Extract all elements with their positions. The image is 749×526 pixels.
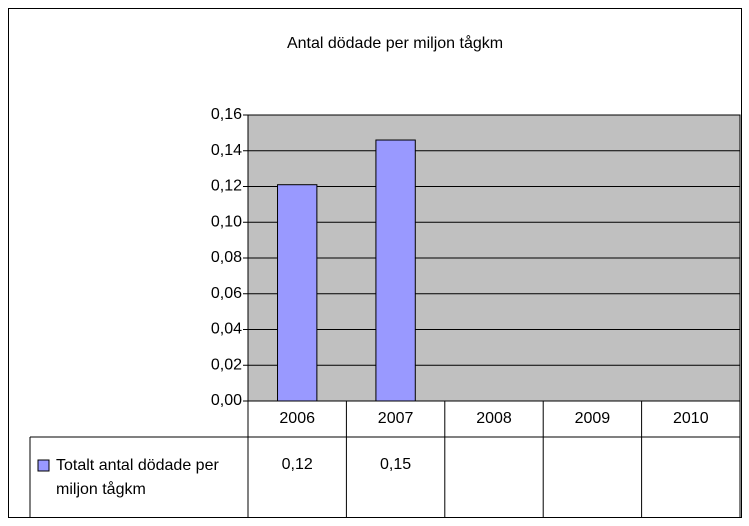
- legend-swatch: [37, 459, 50, 472]
- data-table-value: 0,12: [282, 456, 313, 473]
- chart-title: Antal dödade per miljon tågkm: [287, 34, 503, 52]
- y-tick-label: 0,02: [211, 356, 242, 373]
- x-tick-label: 2006: [279, 410, 315, 427]
- x-tick-label: 2010: [673, 410, 709, 427]
- y-tick-label: 0,10: [211, 213, 242, 230]
- bar: [277, 184, 318, 402]
- bar: [375, 139, 416, 402]
- x-tick-label: 2008: [476, 410, 512, 427]
- data-table-value: 0,15: [380, 456, 411, 473]
- x-tick-label: 2007: [378, 410, 414, 427]
- y-tick-label: 0,14: [211, 142, 242, 159]
- y-tick-label: 0,12: [211, 178, 242, 195]
- y-tick-label: 0,04: [211, 321, 242, 338]
- y-tick-label: 0,06: [211, 285, 242, 302]
- y-tick-label: 0,08: [211, 249, 242, 266]
- legend-label: Totalt antal dödade per miljon tågkm: [56, 457, 219, 498]
- y-tick-label: 0,00: [211, 392, 242, 409]
- x-tick-label: 2009: [575, 410, 611, 427]
- y-tick-label: 0,16: [211, 106, 242, 123]
